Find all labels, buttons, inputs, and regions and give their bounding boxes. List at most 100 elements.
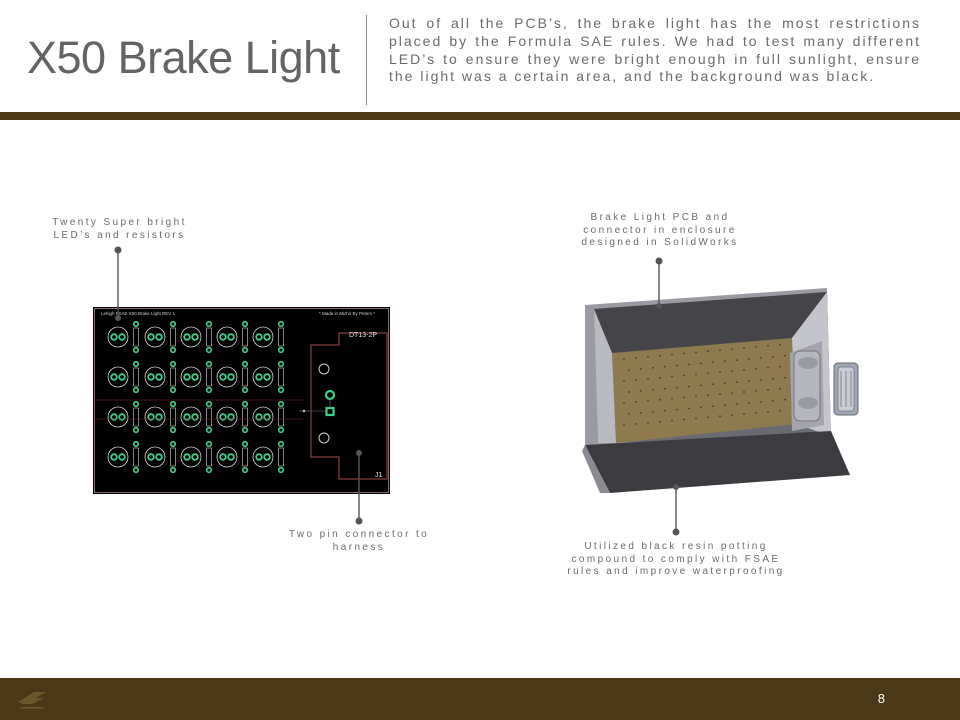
resistor-footprint: [169, 400, 177, 434]
potting-speck: [664, 387, 666, 390]
potting-speck: [695, 395, 697, 398]
potting-speck: [688, 363, 690, 366]
led-footprint: [107, 406, 129, 428]
callout-enclosure: Brake Light PCB and connector in enclosu…: [581, 212, 739, 249]
potting-speck: [676, 364, 678, 367]
led-footprint: [144, 326, 166, 348]
callout-leds: Twenty Super bright LED’s and resistors: [52, 217, 187, 241]
potting-speck: [695, 417, 697, 420]
potting-speck: [700, 362, 702, 365]
potting-speck: [712, 405, 714, 408]
potting-speck: [671, 419, 673, 422]
intro-paragraph: Out of all the PCB’s, the brake light ha…: [389, 15, 921, 85]
potting-speck: [724, 382, 726, 385]
potting-speck: [748, 402, 750, 404]
led-footprint: [180, 326, 202, 348]
potting-speck: [784, 398, 786, 401]
resistor-footprint: [277, 360, 285, 394]
potting-speck: [707, 350, 709, 353]
resistor-footprint: [169, 440, 177, 474]
led-footprint: [107, 446, 129, 468]
potting-speck: [767, 366, 769, 369]
resistor-footprint: [205, 360, 213, 394]
resistor-footprint: [205, 440, 213, 474]
potting-speck: [719, 393, 721, 396]
potting-speck: [623, 424, 625, 426]
led-footprint: [216, 406, 238, 428]
potting-speck: [676, 386, 678, 389]
potting-speck: [731, 392, 733, 394]
potting-speck: [731, 348, 733, 350]
potting-speck: [760, 357, 762, 359]
potting-speck: [700, 384, 702, 387]
led-footprint: [252, 326, 274, 348]
potting-speck: [755, 390, 757, 392]
potting-speck: [647, 399, 649, 402]
potting-speck: [719, 349, 721, 352]
potting-speck: [635, 401, 637, 403]
potting-speck: [743, 369, 745, 371]
resistor-footprint: [132, 400, 140, 434]
potting-speck: [748, 380, 750, 382]
potting-speck: [784, 376, 786, 379]
potting-speck: [748, 358, 750, 360]
resistor-footprint: [241, 400, 249, 434]
potting-speck: [707, 372, 709, 375]
potting-speck: [695, 373, 697, 376]
potting-speck: [688, 385, 690, 388]
resistor-footprint: [205, 320, 213, 354]
pcb-header-text: Lehigh FSAE X50 Brake Light REV 1: [101, 311, 176, 316]
potting-speck: [676, 408, 678, 411]
potting-speck: [659, 354, 661, 357]
led-footprint: [107, 326, 129, 348]
potting-speck: [695, 351, 697, 354]
resistor-footprint: [132, 320, 140, 354]
led-footprint: [180, 366, 202, 388]
pcb-connector-label: DT13-2P: [349, 332, 377, 339]
led-footprint: [216, 446, 238, 468]
resistor-footprint: [169, 360, 177, 394]
led-footprint: [144, 366, 166, 388]
potting-speck: [635, 357, 637, 359]
resistor-footprint: [132, 360, 140, 394]
potting-speck: [772, 355, 774, 358]
potting-speck: [700, 406, 702, 409]
slide-title: X50 Brake Light: [27, 32, 340, 83]
enclosure-render-image: [582, 288, 859, 493]
resistor-footprint: [241, 320, 249, 354]
potting-speck: [652, 388, 654, 391]
potting-speck: [671, 375, 673, 378]
potting-speck: [652, 366, 654, 369]
potting-speck: [688, 407, 690, 410]
potting-speck: [659, 420, 661, 423]
potting-speck: [719, 371, 721, 374]
potting-speck: [712, 383, 714, 386]
potting-speck: [772, 377, 774, 380]
potting-speck: [671, 353, 673, 356]
potting-speck: [683, 352, 685, 355]
callout-connector: Two pin connector to harness: [288, 529, 430, 553]
potting-speck: [736, 359, 738, 361]
potting-speck: [767, 344, 769, 347]
pcb-credit-text: * Made in Mizhir By Peters *: [319, 311, 375, 316]
resistor-footprint: [169, 320, 177, 354]
potting-speck: [731, 414, 733, 416]
potting-speck: [779, 343, 781, 346]
potting-speck: [755, 368, 757, 370]
potting-speck: [640, 412, 642, 414]
callout-potting: Utilized black resin potting compound to…: [567, 541, 785, 578]
potting-speck: [683, 396, 685, 399]
potting-speck: [760, 379, 762, 381]
potting-speck: [683, 374, 685, 377]
page-number: 8: [877, 691, 885, 706]
potting-speck: [647, 355, 649, 358]
potting-speck: [767, 388, 769, 391]
title-divider: [366, 15, 367, 105]
potting-speck: [647, 421, 649, 424]
potting-speck: [628, 391, 630, 393]
led-footprint: [180, 446, 202, 468]
led-footprint: [180, 406, 202, 428]
potting-speck: [712, 361, 714, 364]
resistor-footprint: [277, 320, 285, 354]
potting-speck: [784, 354, 786, 357]
